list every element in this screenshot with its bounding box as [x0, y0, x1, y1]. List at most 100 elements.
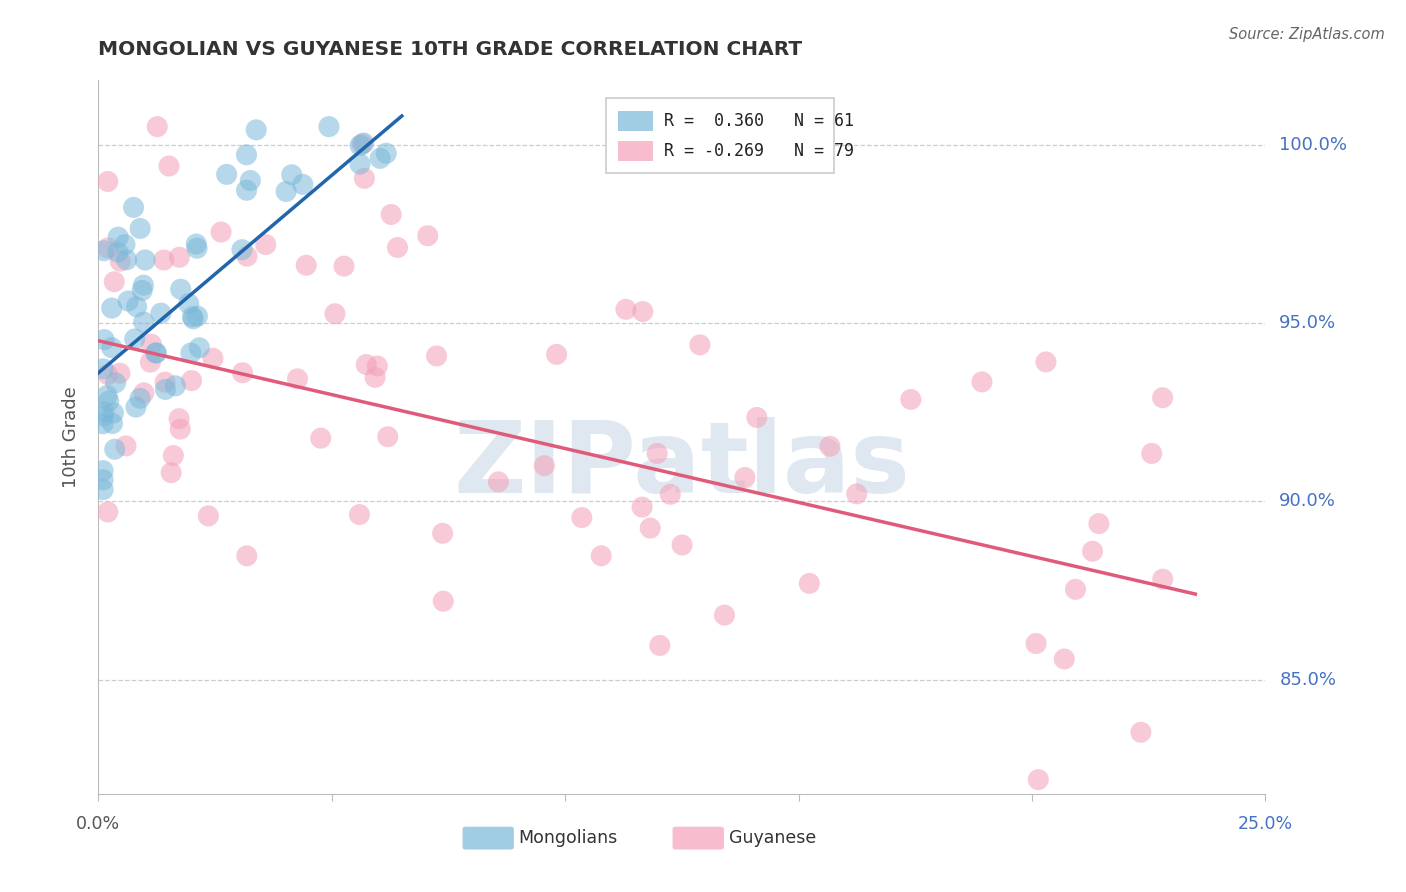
Point: [145, 346, 167, 360]
Point: [638, 521, 661, 535]
FancyBboxPatch shape: [606, 98, 834, 173]
Point: [745, 410, 768, 425]
Point: [134, 252, 156, 267]
Text: MONGOLIAN VS GUYANESE 10TH GRADE CORRELATION CHART: MONGOLIAN VS GUYANESE 10TH GRADE CORRELA…: [98, 40, 803, 59]
Point: [1025, 636, 1047, 650]
Point: [186, 309, 208, 323]
Point: [349, 138, 371, 153]
Point: [169, 250, 191, 264]
Point: [91, 464, 114, 478]
Point: [1081, 544, 1104, 558]
FancyBboxPatch shape: [617, 111, 652, 131]
FancyBboxPatch shape: [672, 827, 724, 849]
Point: [276, 185, 298, 199]
Point: [366, 359, 388, 373]
Text: R = -0.269   N = 79: R = -0.269 N = 79: [665, 142, 855, 160]
Point: [201, 351, 224, 366]
Point: [129, 392, 152, 406]
Point: [180, 374, 202, 388]
Point: [1152, 572, 1174, 586]
Text: 85.0%: 85.0%: [1279, 671, 1336, 689]
Point: [426, 349, 449, 363]
Point: [101, 417, 124, 431]
Point: [352, 136, 374, 151]
Point: [349, 508, 371, 522]
Point: [132, 278, 155, 293]
Point: [533, 458, 555, 473]
Point: [318, 120, 340, 134]
Point: [486, 475, 509, 489]
Point: [169, 422, 191, 436]
Point: [188, 341, 211, 355]
Point: [197, 508, 219, 523]
Point: [387, 240, 409, 254]
Point: [97, 368, 120, 382]
Point: [333, 259, 356, 273]
Point: [236, 249, 259, 263]
Point: [291, 178, 314, 192]
Text: 90.0%: 90.0%: [1279, 492, 1336, 510]
Point: [104, 442, 127, 457]
Point: [356, 358, 378, 372]
Point: [1140, 446, 1163, 460]
Point: [132, 385, 155, 400]
Point: [631, 304, 654, 318]
Point: [235, 183, 257, 197]
Point: [734, 470, 756, 484]
Point: [236, 549, 259, 563]
Point: [122, 201, 145, 215]
Point: [239, 173, 262, 187]
Point: [93, 405, 115, 419]
Point: [215, 167, 238, 181]
Point: [181, 311, 204, 326]
Point: [165, 379, 187, 393]
Point: [100, 301, 122, 315]
Point: [713, 608, 735, 623]
Point: [818, 439, 841, 453]
Text: 0.0%: 0.0%: [76, 815, 121, 833]
Point: [231, 243, 253, 257]
Point: [254, 237, 277, 252]
Point: [1129, 725, 1152, 739]
Point: [93, 333, 115, 347]
Point: [186, 241, 208, 255]
Text: Mongolians: Mongolians: [519, 830, 617, 847]
Point: [232, 366, 254, 380]
Point: [353, 136, 375, 150]
Text: Guyanese: Guyanese: [728, 830, 815, 847]
Text: ZIPatlas: ZIPatlas: [454, 417, 910, 514]
Point: [91, 473, 114, 487]
Point: [132, 315, 155, 329]
Text: Source: ZipAtlas.com: Source: ZipAtlas.com: [1229, 27, 1385, 42]
FancyBboxPatch shape: [463, 827, 513, 849]
Text: R =  0.360   N = 61: R = 0.360 N = 61: [665, 112, 855, 130]
Point: [91, 409, 114, 424]
Point: [107, 230, 129, 244]
Point: [91, 483, 114, 497]
Point: [115, 252, 138, 267]
Point: [177, 296, 200, 310]
Point: [900, 392, 922, 407]
Point: [368, 151, 391, 165]
Point: [101, 341, 124, 355]
Point: [375, 146, 398, 161]
Point: [1088, 516, 1111, 531]
Point: [91, 362, 114, 376]
Point: [93, 244, 115, 258]
Point: [295, 258, 318, 272]
Point: [181, 310, 204, 324]
Point: [97, 241, 120, 255]
Point: [155, 383, 177, 397]
Point: [1064, 582, 1087, 597]
Point: [146, 120, 169, 134]
Point: [323, 307, 346, 321]
Text: 25.0%: 25.0%: [1237, 815, 1294, 833]
FancyBboxPatch shape: [617, 141, 652, 161]
Point: [141, 337, 163, 351]
Point: [157, 159, 180, 173]
Point: [416, 228, 439, 243]
Point: [845, 487, 868, 501]
Point: [1035, 355, 1057, 369]
Point: [170, 282, 193, 296]
Point: [799, 576, 821, 591]
